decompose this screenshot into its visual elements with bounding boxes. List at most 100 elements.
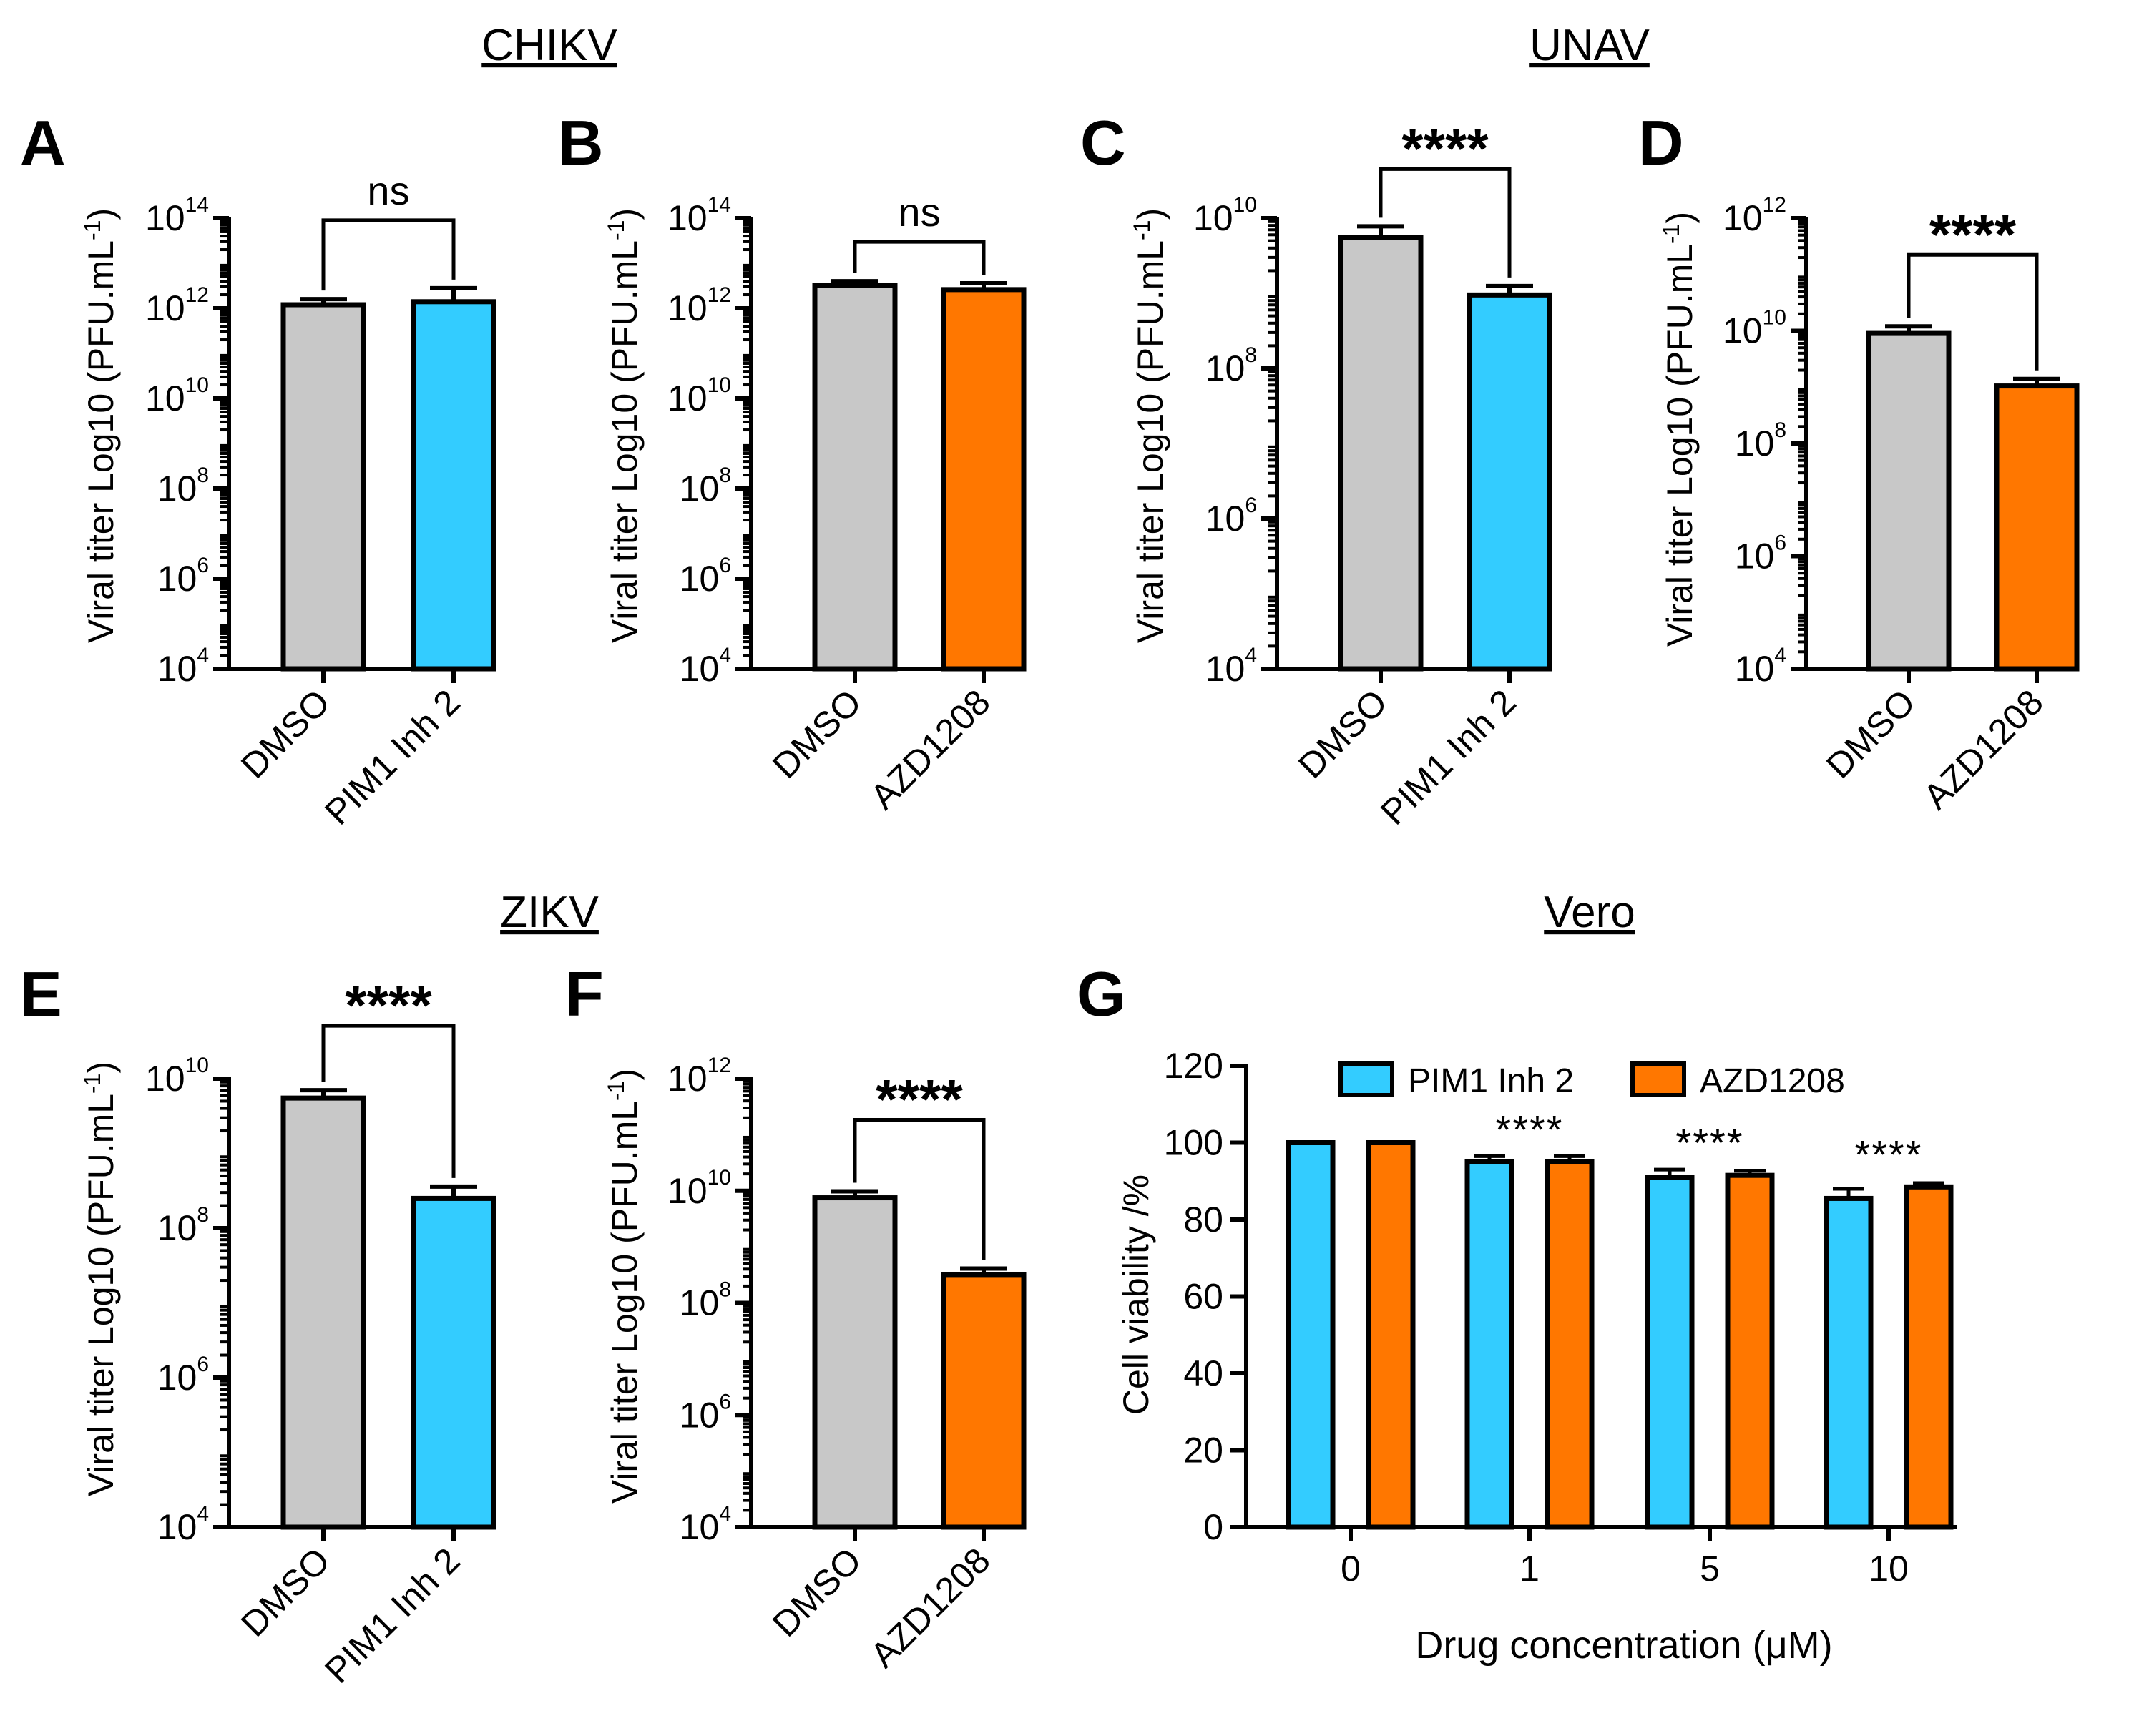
- y-tick-base: 10: [157, 1507, 197, 1547]
- y-tick-base: 10: [1193, 198, 1233, 238]
- y-tick-exponent: 4: [1245, 644, 1257, 667]
- y-tick-label: 0: [1203, 1507, 1223, 1547]
- y-axis-label: Viral titer Log10 (PFU.mL-1): [1658, 212, 1700, 647]
- y-tick-exponent: 4: [197, 1502, 209, 1526]
- y-tick-exponent: 10: [185, 373, 209, 397]
- y-tick-base: 10: [157, 1358, 197, 1398]
- y-tick-base: 10: [667, 198, 708, 238]
- x-tick-label: DMSO: [765, 682, 869, 786]
- y-tick-base: 10: [680, 469, 720, 509]
- significance-bracket: [321, 1024, 456, 1178]
- y-axis-label-superscript: -1: [603, 220, 629, 240]
- y-tick-label: 1012: [667, 283, 731, 328]
- y-tick-label: 108: [680, 1278, 731, 1323]
- x-tick-label: AZD1208: [863, 1540, 998, 1675]
- y-tick-label: 1012: [1723, 193, 1786, 238]
- y-tick-exponent: 12: [708, 283, 731, 307]
- bar: [1645, 1175, 1695, 1530]
- y-tick-exponent: 6: [197, 554, 209, 577]
- section-title-unav: UNAV: [1529, 21, 1650, 70]
- y-axis-label-superscript: -1: [79, 1074, 105, 1094]
- y-axis-label-text-end: ): [1660, 212, 1700, 224]
- y-tick-exponent: 14: [185, 193, 209, 217]
- y-tick-base: 10: [157, 469, 197, 509]
- y-axis-label-text-end: ): [1130, 208, 1170, 220]
- bar: [1994, 383, 2080, 672]
- x-tick-label: 1: [1519, 1549, 1540, 1589]
- y-axis-label-text: Viral titer Log10 (PFU.mL: [1130, 240, 1170, 643]
- y-tick-label: 104: [157, 1502, 209, 1547]
- x-axis-label: Drug concentration (μM): [1415, 1624, 1832, 1667]
- significance-label: ****: [345, 974, 432, 1036]
- panel-e: E Viral titer Log10 (PFU.mL-1) 104106108…: [20, 958, 496, 1691]
- y-tick-exponent: 8: [197, 1203, 209, 1227]
- significance-label: ****: [1675, 1120, 1743, 1165]
- y-tick-label: 120: [1164, 1046, 1223, 1086]
- bar: [1904, 1184, 1954, 1530]
- y-axis-label: Viral titer Log10 (PFU.mL-1): [603, 1069, 645, 1504]
- y-tick-exponent: 4: [719, 1502, 731, 1526]
- y-tick-label: 104: [680, 644, 731, 689]
- panel-g: G Cell viability /% Drug concentration (…: [1077, 958, 1957, 1667]
- y-tick-base: 10: [145, 198, 185, 238]
- panel-label-e: E: [20, 958, 62, 1029]
- significance-label: ns: [367, 168, 409, 213]
- y-tick-label: 108: [157, 464, 209, 509]
- y-tick-label: 104: [1735, 644, 1786, 689]
- y-axis-label: Viral titer Log10 (PFU.mL-1): [1129, 208, 1170, 643]
- y-tick-base: 10: [680, 1283, 720, 1323]
- y-tick-exponent: 4: [197, 644, 209, 667]
- y-axis-label: Viral titer Log10 (PFU.mL-1): [79, 208, 121, 643]
- panel-d: D Viral titer Log10 (PFU.mL-1) 104106108…: [1638, 107, 2080, 817]
- y-tick-base: 10: [667, 288, 708, 328]
- y-tick-exponent: 6: [719, 1390, 731, 1413]
- section-title-zikv: ZIKV: [500, 888, 599, 937]
- x-tick-label: AZD1208: [863, 682, 998, 817]
- y-axis-label-text-end: ): [605, 208, 645, 220]
- bar: [411, 1195, 496, 1530]
- bar: [1464, 1159, 1514, 1530]
- y-tick-exponent: 10: [185, 1054, 209, 1077]
- y-tick-label: 80: [1183, 1200, 1223, 1240]
- y-tick-base: 10: [157, 1208, 197, 1248]
- x-tick-label: DMSO: [233, 682, 338, 786]
- y-tick-label: 1010: [1723, 306, 1786, 351]
- significance-label: ****: [876, 1067, 963, 1130]
- bar: [280, 302, 366, 672]
- y-tick-exponent: 10: [1763, 306, 1786, 330]
- x-tick-label: 5: [1700, 1549, 1720, 1589]
- y-tick-label: 108: [1735, 418, 1786, 464]
- y-tick-label: 106: [1735, 531, 1786, 577]
- y-tick-exponent: 10: [708, 373, 731, 397]
- y-tick-label: 1010: [667, 373, 731, 418]
- y-tick-exponent: 8: [719, 1278, 731, 1302]
- panel-c: C Viral titer Log10 (PFU.mL-1) 104106108…: [1080, 107, 1552, 833]
- y-tick-base: 10: [680, 1507, 720, 1547]
- y-tick-label: 1014: [145, 193, 209, 238]
- significance-bracket: [853, 1117, 986, 1260]
- x-tick-label: DMSO: [765, 1540, 869, 1644]
- section-title-vero: Vero: [1544, 888, 1635, 937]
- y-axis-label-text: Viral titer Log10 (PFU.mL: [1660, 244, 1700, 647]
- y-tick-label: 1014: [667, 193, 731, 238]
- y-tick-exponent: 12: [185, 283, 209, 307]
- y-tick-base: 10: [680, 1395, 720, 1435]
- y-tick-exponent: 8: [1245, 343, 1257, 367]
- y-axis-label: Viral titer Log10 (PFU.mL-1): [603, 208, 645, 643]
- y-tick-exponent: 12: [708, 1054, 731, 1077]
- significance-label: ****: [1929, 202, 2017, 265]
- significance-label: ****: [1401, 117, 1489, 180]
- bar: [812, 283, 898, 672]
- bar: [1338, 235, 1424, 672]
- significance-bracket: [1907, 252, 2039, 371]
- bar: [1824, 1195, 1874, 1530]
- panel-label-g: G: [1077, 958, 1125, 1029]
- y-tick-label: 60: [1183, 1277, 1223, 1317]
- x-tick-label: DMSO: [233, 1540, 338, 1644]
- y-tick-base: 10: [1723, 311, 1763, 351]
- y-axis-label: Viral titer Log10 (PFU.mL-1): [79, 1061, 121, 1496]
- y-axis-label-text: Viral titer Log10 (PFU.mL: [81, 1094, 121, 1496]
- y-tick-base: 10: [1205, 499, 1245, 539]
